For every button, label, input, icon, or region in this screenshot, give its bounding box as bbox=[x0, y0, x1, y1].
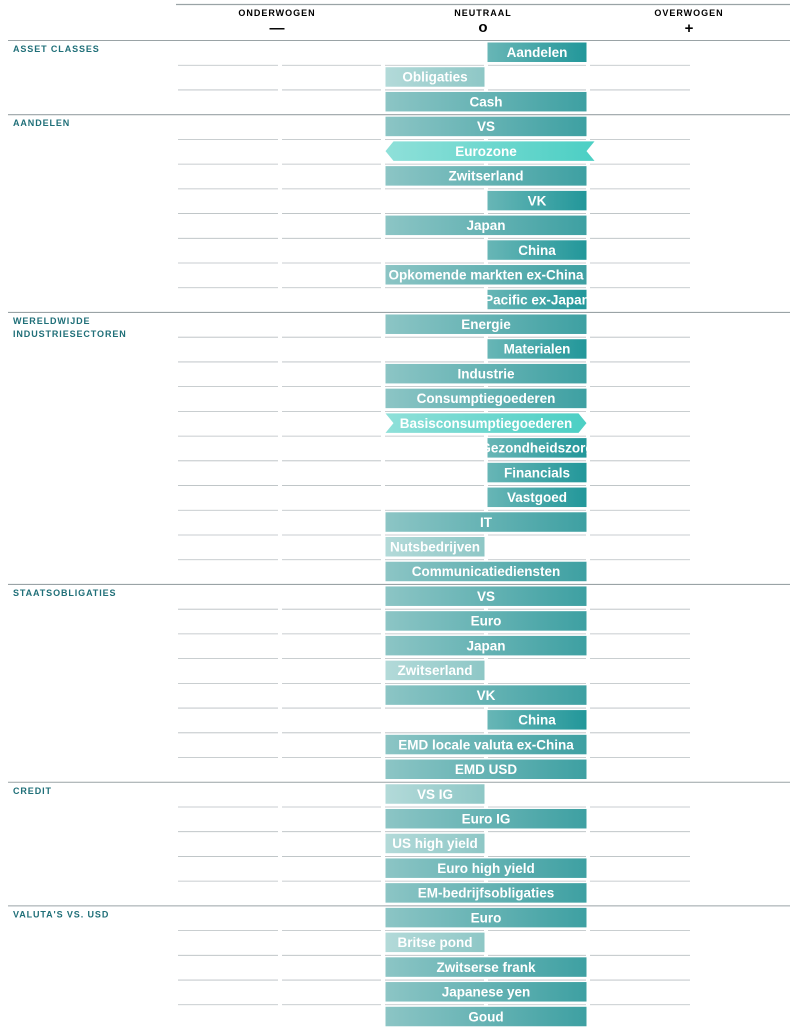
bar-label: Zwitserse frank bbox=[436, 960, 536, 975]
bar-japanese-yen bbox=[385, 982, 587, 1002]
bar-vs-ig bbox=[385, 784, 485, 804]
group-label-3: STAATSOBLIGATIES bbox=[13, 588, 116, 598]
bar-gezondheidszorg bbox=[487, 438, 587, 458]
bar-label: Vastgoed bbox=[507, 490, 567, 505]
bar-label: VS IG bbox=[417, 787, 453, 802]
bar-em-bedrijfsobligaties bbox=[385, 883, 587, 903]
overweight-label: OVERWOGEN bbox=[654, 8, 723, 18]
bar-it bbox=[385, 512, 587, 532]
bar-communicatiediensten bbox=[385, 561, 587, 582]
group-label-2: WERELDWIJDE bbox=[13, 316, 90, 326]
bar-label: IT bbox=[480, 515, 493, 530]
underweight-symbol: — bbox=[270, 20, 285, 37]
bar-opkomende-markten-ex-china bbox=[385, 265, 587, 285]
bar-china bbox=[487, 710, 587, 730]
bar-label: VK bbox=[477, 688, 496, 703]
bar-zwitserland bbox=[385, 166, 587, 186]
bar-energie bbox=[385, 314, 587, 334]
bar-euro-high-yield bbox=[385, 858, 587, 878]
bar-label: Financials bbox=[504, 465, 570, 480]
bar-cash bbox=[385, 91, 587, 112]
bar-basisconsumptiegoederen bbox=[385, 413, 587, 433]
bar-euro bbox=[385, 907, 587, 928]
bar-obligaties bbox=[385, 67, 485, 87]
bar-vs bbox=[385, 586, 587, 606]
bar-label: Obligaties bbox=[402, 70, 467, 85]
bar-label: Opkomende markten ex-China bbox=[388, 268, 584, 283]
underweight-label: ONDERWOGEN bbox=[238, 8, 315, 18]
bar-emd-usd bbox=[385, 759, 587, 780]
bar-label: US high yield bbox=[392, 836, 478, 851]
bar-label: VS bbox=[477, 119, 495, 134]
bar-vk bbox=[487, 190, 587, 211]
bar-vs bbox=[385, 116, 587, 137]
bar-label: Energie bbox=[461, 317, 511, 332]
bar-zwitserland bbox=[385, 660, 485, 681]
bar-euro bbox=[385, 611, 587, 631]
bar-japan bbox=[385, 215, 587, 236]
bar-pacific-ex-japan bbox=[487, 289, 587, 310]
bar-label: Materialen bbox=[504, 342, 571, 357]
bar-japan bbox=[385, 635, 587, 656]
bar-label: EM-bedrijfsobligaties bbox=[418, 886, 555, 901]
bar-emd-locale-valuta-ex-china bbox=[385, 734, 587, 755]
group-label-2: INDUSTRIESECTOREN bbox=[13, 329, 127, 339]
bar-label: Aandelen bbox=[507, 45, 568, 60]
bar-label: Industrie bbox=[457, 366, 514, 381]
group-label-1: AANDELEN bbox=[13, 118, 70, 128]
bar-vk bbox=[385, 685, 587, 705]
overweight-symbol: + bbox=[685, 20, 694, 37]
bar-label: VS bbox=[477, 589, 495, 604]
neutral-label: NEUTRAAL bbox=[454, 8, 512, 18]
bar-label: Communicatiediensten bbox=[412, 564, 561, 579]
bar-label: Basisconsumptiegoederen bbox=[400, 416, 573, 431]
grid bbox=[8, 3, 790, 1027]
bar-label: Japan bbox=[466, 218, 505, 233]
bar-label: EMD locale valuta ex-China bbox=[398, 737, 574, 752]
bar-financials bbox=[487, 462, 587, 483]
bar-label: Goud bbox=[468, 1009, 503, 1024]
bar-label: Pacific ex-Japan bbox=[484, 292, 590, 307]
group-label-4: CREDIT bbox=[13, 786, 52, 796]
bar-label: Consumptiegoederen bbox=[417, 391, 556, 406]
bar-consumptiegoederen bbox=[385, 388, 587, 409]
bar-label: VK bbox=[528, 193, 547, 208]
bar-industrie bbox=[385, 363, 587, 384]
bar-britse-pond bbox=[385, 932, 485, 953]
bar-label: Euro bbox=[471, 910, 502, 925]
bar-china bbox=[487, 240, 587, 260]
bar-nutsbedrijven bbox=[385, 537, 485, 557]
bar-zwitserse-frank bbox=[385, 957, 587, 977]
bar-label: Cash bbox=[469, 94, 502, 109]
bar-label: Gezondheidszorg bbox=[480, 441, 593, 456]
bar-label: China bbox=[518, 713, 556, 728]
bar-label: Zwitserland bbox=[397, 663, 472, 678]
bar-label: Euro bbox=[471, 614, 502, 629]
group-labels: ASSET CLASSES AANDELEN WERELDWIJDE INDUSTRI… bbox=[13, 44, 127, 919]
bar-aandelen bbox=[487, 42, 587, 62]
bar-label: Eurozone bbox=[455, 144, 517, 159]
bar-goud bbox=[385, 1006, 587, 1027]
bar-materialen bbox=[487, 339, 587, 359]
bar-label: Zwitserland bbox=[448, 169, 523, 184]
bar-vastgoed bbox=[487, 487, 587, 508]
group-label-0: ASSET CLASSES bbox=[13, 44, 100, 54]
bar-label: EMD USD bbox=[455, 762, 518, 777]
bar-eurozone bbox=[385, 141, 595, 161]
bar-label: Euro IG bbox=[462, 811, 511, 826]
bar-label: Britse pond bbox=[397, 935, 472, 950]
bar-label: Euro high yield bbox=[437, 861, 535, 876]
bar-label: Japanese yen bbox=[442, 985, 531, 1000]
group-label-5: VALUTA'S VS. USD bbox=[13, 909, 109, 919]
scale-header: ONDERWOGEN — NEUTRAAL o OVERWOGEN + bbox=[238, 8, 723, 37]
bar-label: Japan bbox=[466, 638, 505, 653]
bar-us-high-yield bbox=[385, 833, 485, 854]
bar-label: Nutsbedrijven bbox=[390, 540, 480, 555]
bar-euro-ig bbox=[385, 808, 587, 829]
neutral-symbol: o bbox=[478, 19, 487, 36]
bar-label: China bbox=[518, 243, 556, 258]
